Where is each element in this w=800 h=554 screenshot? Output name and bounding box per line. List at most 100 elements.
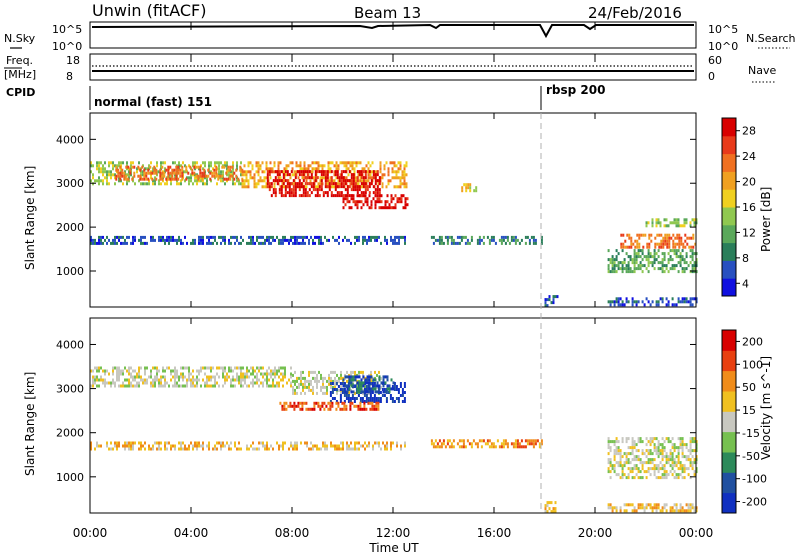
echo-cell bbox=[397, 388, 400, 391]
colorbar-tick-label: 12 bbox=[742, 226, 756, 239]
echo-cell bbox=[284, 441, 286, 445]
echo-cell bbox=[514, 442, 517, 446]
noise-right-tick-top: 10^5 bbox=[708, 23, 738, 36]
echo-cell bbox=[308, 170, 311, 174]
echo-cell bbox=[662, 239, 665, 243]
echo-cell bbox=[280, 378, 282, 382]
echo-cell bbox=[174, 447, 176, 451]
echo-cell bbox=[637, 455, 640, 459]
echo-cell bbox=[611, 464, 614, 468]
echo-cell bbox=[138, 238, 140, 242]
echo-cell bbox=[685, 467, 688, 471]
echo-cell bbox=[218, 170, 220, 174]
echo-cell bbox=[314, 241, 316, 245]
echo-cell bbox=[609, 464, 612, 468]
echo-cell bbox=[300, 391, 302, 395]
echo-cell bbox=[406, 203, 409, 207]
echo-cell bbox=[393, 382, 396, 385]
echo-cell bbox=[188, 369, 190, 373]
echo-cell bbox=[352, 194, 355, 198]
echo-cell bbox=[357, 161, 360, 165]
echo-cell bbox=[98, 182, 100, 186]
echo-cell bbox=[643, 461, 646, 465]
echo-cell bbox=[687, 300, 690, 304]
echo-cell bbox=[316, 444, 318, 448]
echo-cell bbox=[330, 191, 333, 195]
echo-cell bbox=[124, 384, 126, 388]
echo-cell bbox=[318, 185, 321, 189]
echo-cell bbox=[335, 407, 338, 411]
colorbar-segment bbox=[722, 350, 736, 372]
echo-cell bbox=[358, 170, 361, 174]
echo-cell bbox=[210, 241, 212, 245]
echo-cell bbox=[680, 236, 683, 240]
echo-cell bbox=[376, 441, 378, 445]
echo-cell bbox=[192, 447, 194, 451]
echo-cell bbox=[100, 161, 102, 165]
echo-cell bbox=[364, 173, 367, 177]
echo-cell bbox=[310, 441, 312, 445]
echo-cell bbox=[362, 444, 364, 448]
echo-cell bbox=[394, 238, 396, 242]
echo-cell bbox=[356, 191, 359, 195]
echo-cell bbox=[142, 444, 144, 448]
echo-cell bbox=[148, 375, 150, 379]
echo-cell bbox=[371, 170, 374, 174]
echo-cell bbox=[277, 161, 280, 165]
echo-cell bbox=[199, 174, 202, 178]
echo-cell bbox=[132, 444, 134, 448]
echo-cell bbox=[376, 238, 378, 242]
echo-cell bbox=[92, 375, 94, 379]
echo-cell bbox=[285, 167, 288, 171]
echo-cell bbox=[243, 185, 246, 189]
echo-cell bbox=[692, 236, 695, 240]
echo-cell bbox=[633, 300, 636, 304]
echo-cell bbox=[347, 394, 350, 397]
echo-cell bbox=[192, 238, 194, 242]
echo-cell bbox=[292, 385, 294, 389]
echo-cell bbox=[299, 164, 302, 168]
echo-cell bbox=[385, 397, 388, 400]
echo-cell bbox=[671, 443, 674, 447]
echo-cell bbox=[138, 375, 140, 379]
echo-cell bbox=[146, 241, 148, 245]
echo-cell bbox=[671, 467, 674, 471]
echo-cell bbox=[482, 235, 485, 239]
echo-cell bbox=[292, 447, 294, 451]
echo-cell bbox=[655, 509, 658, 513]
echo-cell bbox=[339, 394, 342, 397]
echo-cell bbox=[307, 167, 310, 171]
echo-cell bbox=[365, 407, 368, 411]
echo-cell bbox=[172, 384, 174, 388]
echo-cell bbox=[282, 182, 285, 186]
echo-cell bbox=[284, 194, 287, 198]
echo-cell bbox=[687, 506, 690, 510]
echo-cell bbox=[544, 298, 547, 302]
echo-cell bbox=[137, 174, 140, 178]
echo-cell bbox=[192, 444, 194, 448]
echo-cell bbox=[627, 446, 630, 450]
echo-cell bbox=[304, 191, 307, 195]
echo-cell bbox=[685, 252, 688, 256]
echo-cell bbox=[677, 449, 680, 453]
echo-cell bbox=[467, 183, 470, 187]
echo-cell bbox=[167, 177, 170, 181]
echo-cell bbox=[322, 194, 325, 198]
echo-cell bbox=[675, 249, 678, 253]
echo-cell bbox=[134, 182, 136, 186]
echo-cell bbox=[90, 447, 92, 451]
echo-cell bbox=[128, 235, 130, 239]
echo-cell bbox=[663, 473, 666, 477]
echo-cell bbox=[514, 238, 517, 242]
echo-cell bbox=[180, 241, 182, 245]
echo-cell bbox=[375, 170, 378, 174]
echo-cell bbox=[96, 241, 98, 245]
echo-cell bbox=[368, 390, 371, 394]
echo-cell bbox=[657, 300, 660, 304]
echo-cell bbox=[128, 441, 130, 445]
echo-cell bbox=[362, 370, 364, 374]
echo-cell bbox=[298, 188, 301, 192]
echo-cell bbox=[671, 506, 674, 510]
echo-cell bbox=[386, 375, 389, 379]
echo-cell bbox=[102, 381, 104, 385]
